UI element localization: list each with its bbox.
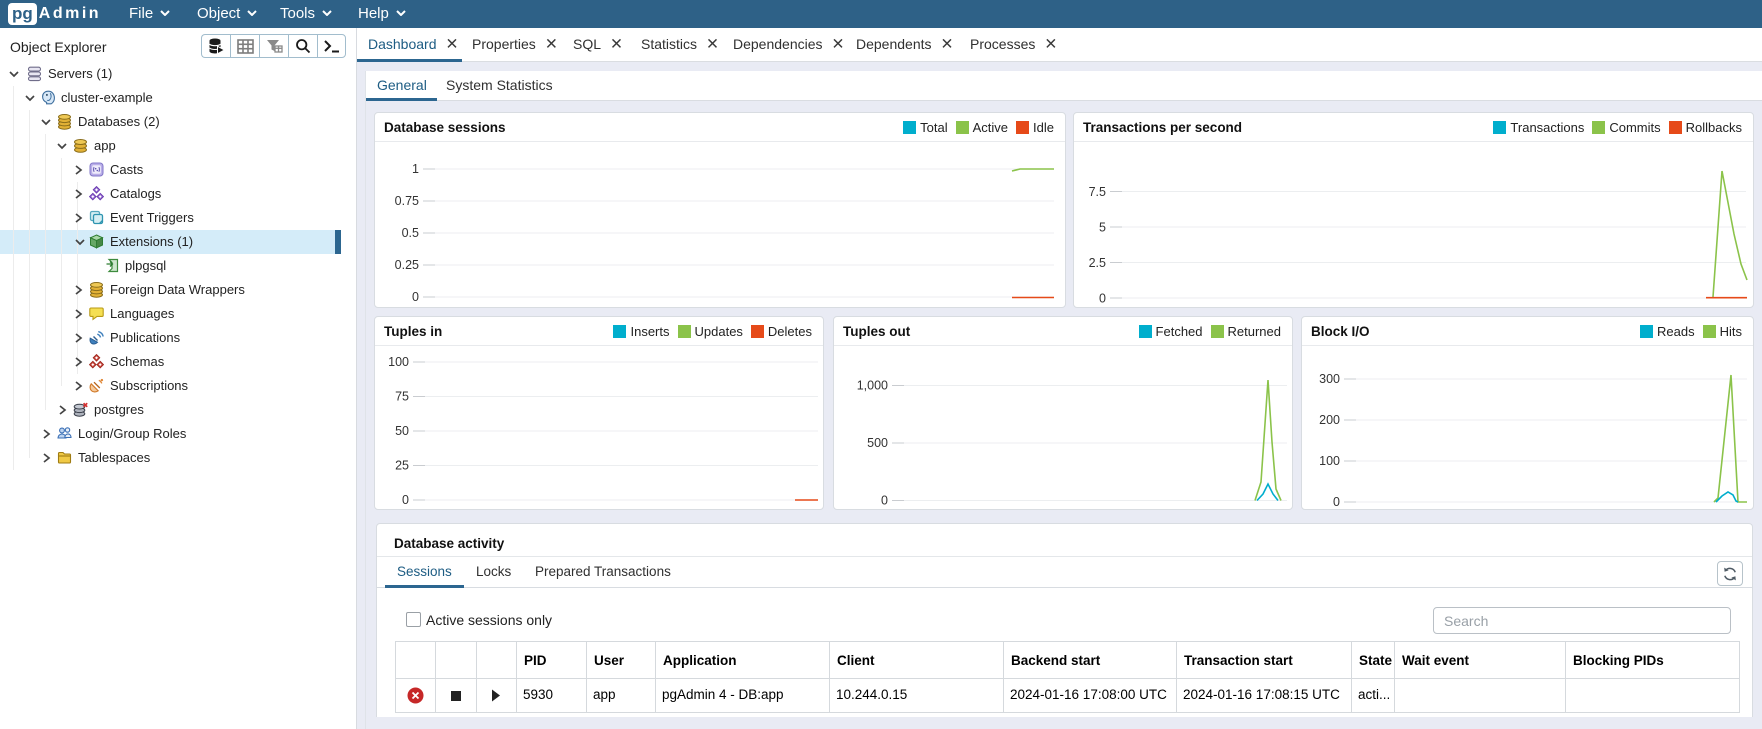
svg-text:75: 75 [395,390,409,404]
svg-text:0: 0 [1333,495,1340,509]
svg-text:0.5: 0.5 [402,226,419,240]
svg-text:1: 1 [412,162,419,176]
svg-text:500: 500 [867,436,888,450]
svg-text:1,000: 1,000 [857,379,888,393]
svg-text:0: 0 [402,493,409,507]
svg-text:200: 200 [1319,413,1340,427]
svg-text:7.5: 7.5 [1089,185,1106,199]
svg-text:0.75: 0.75 [395,194,419,208]
svg-text:5: 5 [1099,221,1106,235]
svg-text:300: 300 [1319,372,1340,386]
svg-text:0.25: 0.25 [395,258,419,272]
svg-text:100: 100 [388,355,409,369]
svg-text:2.5: 2.5 [1089,256,1106,270]
svg-text:0: 0 [412,290,419,304]
svg-text:25: 25 [395,459,409,473]
svg-text:100: 100 [1319,454,1340,468]
svg-text:0: 0 [881,494,888,508]
svg-text:0: 0 [1099,292,1106,306]
svg-text:50: 50 [395,424,409,438]
